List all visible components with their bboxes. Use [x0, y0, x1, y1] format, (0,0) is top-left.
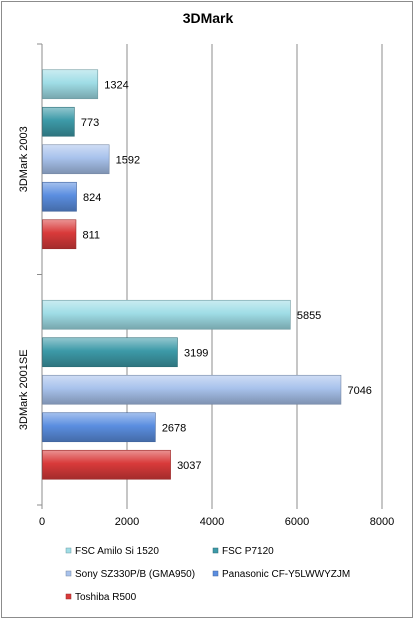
- bar: [42, 299, 291, 330]
- legend-swatch: [212, 570, 219, 577]
- legend-swatch: [65, 547, 72, 554]
- axes: 0 2000 4000 6000 8000 3DMark 2003 3DMark 2001S…: [18, 43, 394, 528]
- chart-title: 3DMark: [182, 10, 234, 26]
- legend-label: Sony SZ330P/B (GMA950): [75, 569, 195, 580]
- data-label: 5855: [297, 310, 321, 322]
- legend-label: Panasonic CF-Y5LWWYZJM: [222, 569, 350, 580]
- bar: [42, 181, 77, 212]
- data-label: 1592: [116, 154, 140, 166]
- category-label: 3DMark 2003: [18, 126, 30, 192]
- legend-swatch: [65, 593, 72, 600]
- x-tick-label: 0: [39, 516, 45, 528]
- bar: [42, 412, 156, 443]
- bar: [42, 449, 171, 480]
- legend-swatch: [65, 570, 72, 577]
- bar: [42, 144, 110, 175]
- bar: [42, 374, 342, 405]
- data-label: 773: [81, 117, 99, 129]
- data-label: 7046: [347, 385, 371, 397]
- legend-label: Toshiba R500: [75, 592, 137, 603]
- data-label: 3037: [177, 460, 201, 472]
- grid-lines: [126, 44, 383, 505]
- category-label: 3DMark 2001SE: [18, 349, 30, 430]
- bar: [42, 337, 178, 368]
- bar: [42, 69, 99, 100]
- x-tick-label: 6000: [285, 516, 309, 528]
- x-tick-label: 4000: [200, 516, 224, 528]
- x-tick-label: 2000: [115, 516, 139, 528]
- bar: [42, 106, 75, 137]
- bar: [42, 219, 77, 250]
- legend-label: FSC Amilo Si 1520: [75, 546, 159, 557]
- data-label: 824: [83, 192, 101, 204]
- data-label: 811: [82, 229, 100, 241]
- legend: FSC Amilo Si 1520 FSC P7120 Sony SZ330P/B …: [65, 546, 350, 603]
- data-label: 2678: [162, 422, 186, 434]
- data-label: 1324: [104, 79, 128, 91]
- data-labels: 1324 773 1592 824 811 5855 3199 7046 2678 3037: [81, 79, 372, 472]
- data-label: 3199: [184, 347, 208, 359]
- x-tick-label: 8000: [370, 516, 394, 528]
- legend-label: FSC P7120: [222, 546, 274, 557]
- bars: [42, 69, 342, 480]
- legend-swatch: [212, 547, 219, 554]
